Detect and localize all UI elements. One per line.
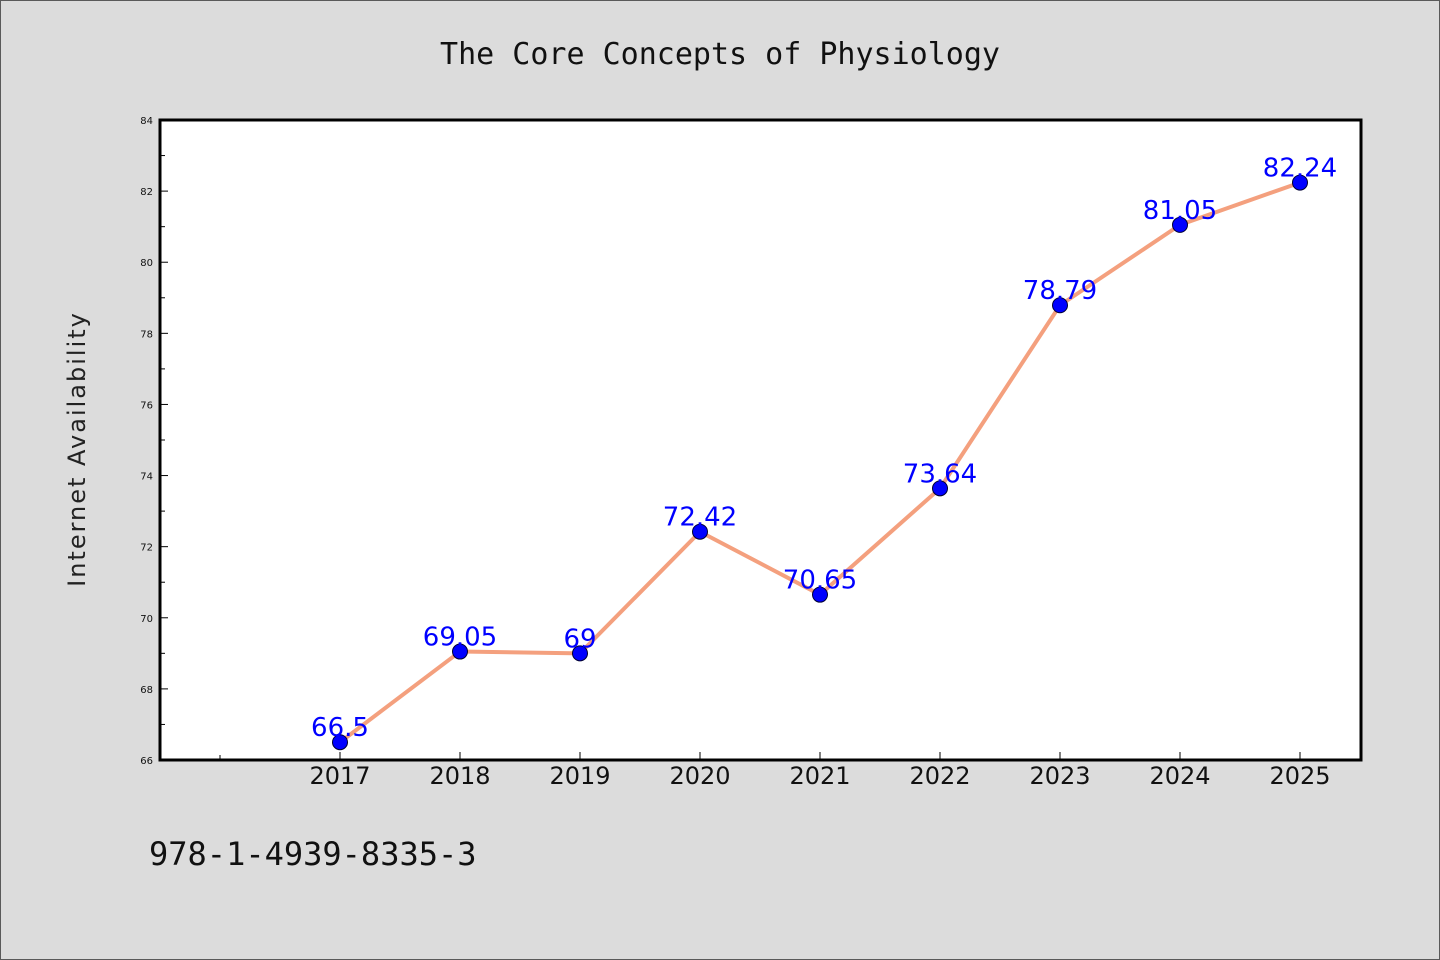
data-point-marker xyxy=(1052,297,1068,314)
y-tick-label: 68 xyxy=(140,685,153,696)
data-point-label: 82.24 xyxy=(1263,154,1337,184)
series-layer: 66.5 69.05 69 72.42 70.65 73.64 78.79 81.05 82.2… xyxy=(311,154,1337,751)
data-point-marker xyxy=(572,645,588,662)
data-point-marker xyxy=(452,643,468,660)
data-point-marker xyxy=(1292,174,1308,191)
x-tick-label: 2022 xyxy=(909,762,970,790)
data-point-label: 66.5 xyxy=(311,713,369,743)
y-tick-label: 80 xyxy=(140,258,153,269)
data-point-marker xyxy=(812,586,828,603)
x-tick-label: 2019 xyxy=(549,762,610,790)
plot-area xyxy=(158,118,1363,762)
x-tick-label: 2024 xyxy=(1149,762,1210,790)
x-tick-label: 2020 xyxy=(669,762,730,790)
x-tick-label: 2021 xyxy=(789,762,850,790)
y-axis-label: Internet Availability xyxy=(63,311,91,587)
x-tick-label: 2017 xyxy=(309,762,370,790)
y-tick-label: 76 xyxy=(140,400,153,411)
x-axis-ticks: 2017 2018 2019 2020 2021 2022 2023 2024 2025 xyxy=(219,752,1331,790)
x-tick-label: 2025 xyxy=(1269,762,1330,790)
x-tick-label: 2018 xyxy=(429,762,490,790)
data-point-marker xyxy=(1172,216,1188,233)
y-tick-label: 74 xyxy=(140,472,153,483)
data-point-marker xyxy=(692,523,708,540)
data-point-marker xyxy=(932,480,948,497)
data-point-label: 70.65 xyxy=(783,566,857,596)
data-point-label: 78.79 xyxy=(1023,276,1097,306)
y-tick-label: 84 xyxy=(140,116,153,127)
data-point-label: 69.05 xyxy=(423,623,497,653)
y-axis-ticks: 66 68 70 72 74 76 78 80 82 84 xyxy=(140,116,168,767)
y-tick-label: 82 xyxy=(140,187,153,198)
y-tick-label: 78 xyxy=(140,329,153,340)
data-point-label: 81.05 xyxy=(1143,196,1217,226)
data-point-marker xyxy=(332,734,348,751)
data-point-label: 69 xyxy=(563,624,596,654)
data-point-label: 73.64 xyxy=(903,459,977,489)
y-tick-label: 70 xyxy=(140,614,153,625)
isbn-footer: 978-1-4939-8335-3 xyxy=(149,835,477,873)
chart-title: The Core Concepts of Physiology xyxy=(440,37,1000,72)
y-tick-label: 66 xyxy=(140,756,153,767)
y-tick-label: 72 xyxy=(140,543,153,554)
x-tick-label: 2023 xyxy=(1029,762,1090,790)
data-point-label: 72.42 xyxy=(663,503,737,533)
